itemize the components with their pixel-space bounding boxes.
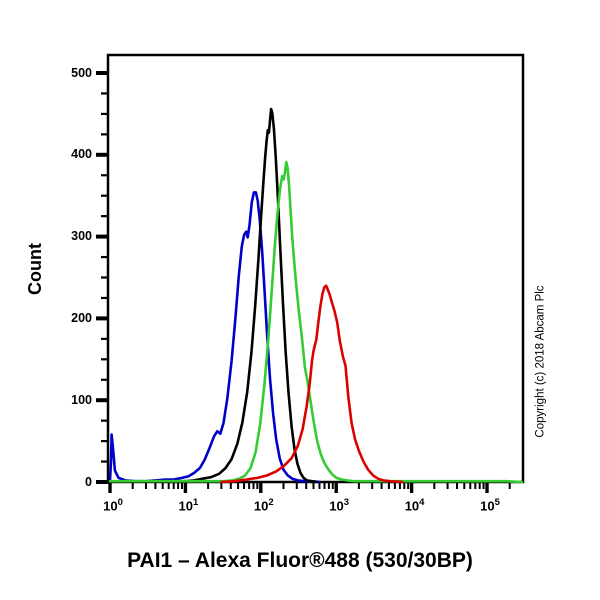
curve-red	[220, 284, 404, 484]
y-tick-label: 400	[71, 147, 92, 162]
x-tick-label: 104	[404, 497, 425, 514]
y-tick-label: 0	[85, 474, 92, 489]
curve-green	[108, 160, 524, 484]
y-tick-label: 200	[71, 310, 92, 325]
x-tick-label: 103	[329, 497, 350, 514]
x-tick-label: 101	[178, 497, 199, 514]
y-tick-label: 500	[71, 65, 92, 80]
x-tick-label: 105	[480, 497, 500, 514]
x-tick-label: 102	[253, 497, 274, 514]
y-tick-label: 300	[71, 229, 92, 244]
y-axis-label: Count	[25, 243, 45, 295]
curve-blue	[108, 191, 321, 484]
curve-black	[167, 107, 319, 484]
plot-border	[106, 53, 525, 484]
x-tick-label: 100	[103, 497, 123, 514]
x-axis-title: PAI1 – Alexa Fluor®488 (530/30BP)	[127, 549, 473, 572]
y-tick-label: 100	[71, 392, 92, 407]
copyright-text: Copyright (c) 2018 Abcam Plc	[534, 285, 547, 438]
